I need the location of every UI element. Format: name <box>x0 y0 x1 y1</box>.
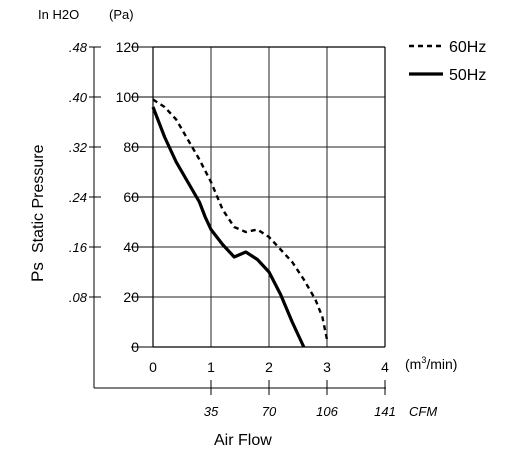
x-axis-unit-sup: 3 <box>421 355 426 365</box>
secondary-y-tick-label: .08 <box>69 290 88 305</box>
grid-lines <box>153 47 385 347</box>
secondary-x-tick-label: 35 <box>204 404 219 419</box>
x-tick-label: 1 <box>207 359 215 375</box>
series-lines <box>151 98 329 348</box>
legend-label-50hz: 50Hz <box>449 67 486 84</box>
y-tick-label: 80 <box>123 139 139 155</box>
y-tick-label: 100 <box>116 89 140 105</box>
x-tick-label: 4 <box>381 359 389 375</box>
secondary-y-tick-label: .48 <box>69 40 88 55</box>
secondary-y-tick-label: .24 <box>69 190 87 205</box>
y-unit-inh2o: In H2O <box>38 7 79 22</box>
x-axis-unit-tail: /min) <box>426 356 457 372</box>
x-axis-unit-main: (m <box>405 356 421 372</box>
x-tick-label: 2 <box>265 359 273 375</box>
y-tick-label: 60 <box>123 189 139 205</box>
axes: In H2O (Pa) Static Pressure Ps (m3/min) … <box>28 7 457 449</box>
x-tick-label: 3 <box>323 359 331 375</box>
x-tick-label: 0 <box>149 359 157 375</box>
series-line-50hz <box>151 106 306 348</box>
y-tick-label: 20 <box>123 289 139 305</box>
x-axis-unit: (m3/min) <box>405 355 457 372</box>
legend-label-60hz: 60Hz <box>449 39 486 56</box>
secondary-x-tick-label: 70 <box>262 404 277 419</box>
y-unit-pa: (Pa) <box>109 7 134 22</box>
y-axis-title-static-pressure: Static Pressure <box>30 144 47 253</box>
secondary-x-tick-label: 141 <box>374 404 396 419</box>
x-axis-title: Air Flow <box>214 432 272 449</box>
secondary-x-tick-label: 106 <box>316 404 338 419</box>
y-axis-title-prefix: Ps <box>28 262 47 282</box>
y-tick-label: 40 <box>123 239 139 255</box>
y-tick-label: 120 <box>116 39 140 55</box>
secondary-y-tick-label: .40 <box>69 90 88 105</box>
legend: 60Hz 50Hz <box>409 39 486 84</box>
secondary-y-tick-label: .32 <box>69 140 88 155</box>
y-tick-label: 0 <box>131 339 139 355</box>
series-line-60hz <box>152 98 329 340</box>
secondary-y-tick-label: .16 <box>69 240 88 255</box>
secondary-x-unit-cfm: CFM <box>409 404 437 419</box>
ticks-and-labels: 0 1 2 3 4020406080100120.08.16.24.32.40.4835… <box>69 39 396 419</box>
